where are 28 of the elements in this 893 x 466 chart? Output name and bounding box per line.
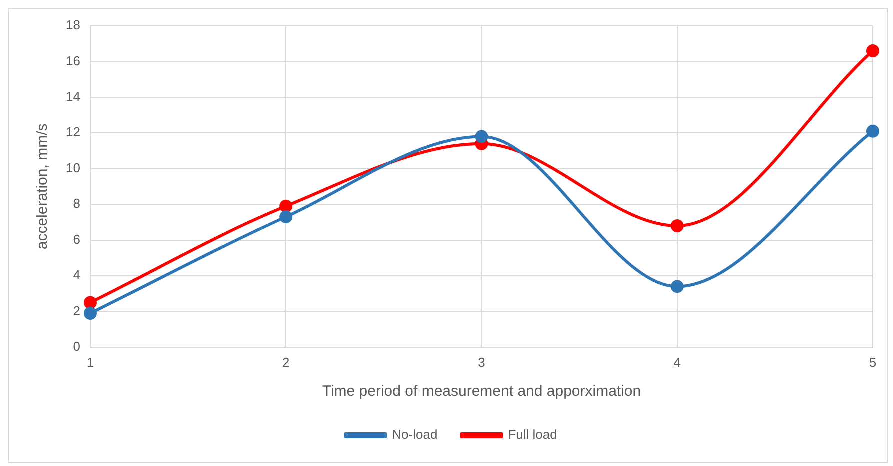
- x-tick-label: 1: [86, 354, 94, 370]
- point: [280, 210, 293, 224]
- y-axis-title: acceleration, mm/s: [34, 124, 52, 250]
- x-tick-label: 4: [674, 354, 681, 370]
- y-tick-label: 6: [73, 232, 80, 247]
- x-tick-label: 2: [282, 354, 290, 370]
- y-tick-label: 4: [73, 268, 80, 283]
- x-tick-label: 3: [478, 354, 486, 370]
- y-tick-label: 0: [73, 338, 80, 354]
- point: [84, 296, 97, 310]
- y-tick-label: 16: [66, 53, 80, 68]
- point: [866, 124, 880, 138]
- x-axis-title: Time period of measurement and apporximation: [322, 383, 642, 400]
- x-tick-label: 5: [869, 354, 877, 370]
- y-tick-label: 14: [66, 89, 80, 104]
- y-tick-label: 2: [73, 303, 80, 318]
- point: [670, 219, 684, 232]
- y-tick-label: 12: [66, 124, 80, 140]
- legend-label: No-load: [392, 427, 438, 442]
- y-tick-label: 18: [66, 18, 80, 33]
- point: [475, 130, 488, 144]
- point: [866, 44, 880, 58]
- legend-label: Full load: [508, 427, 558, 442]
- y-tick-label: 10: [66, 160, 80, 176]
- point: [280, 200, 293, 213]
- point: [84, 306, 97, 320]
- y-tick-label: 8: [73, 196, 80, 212]
- point: [670, 280, 684, 294]
